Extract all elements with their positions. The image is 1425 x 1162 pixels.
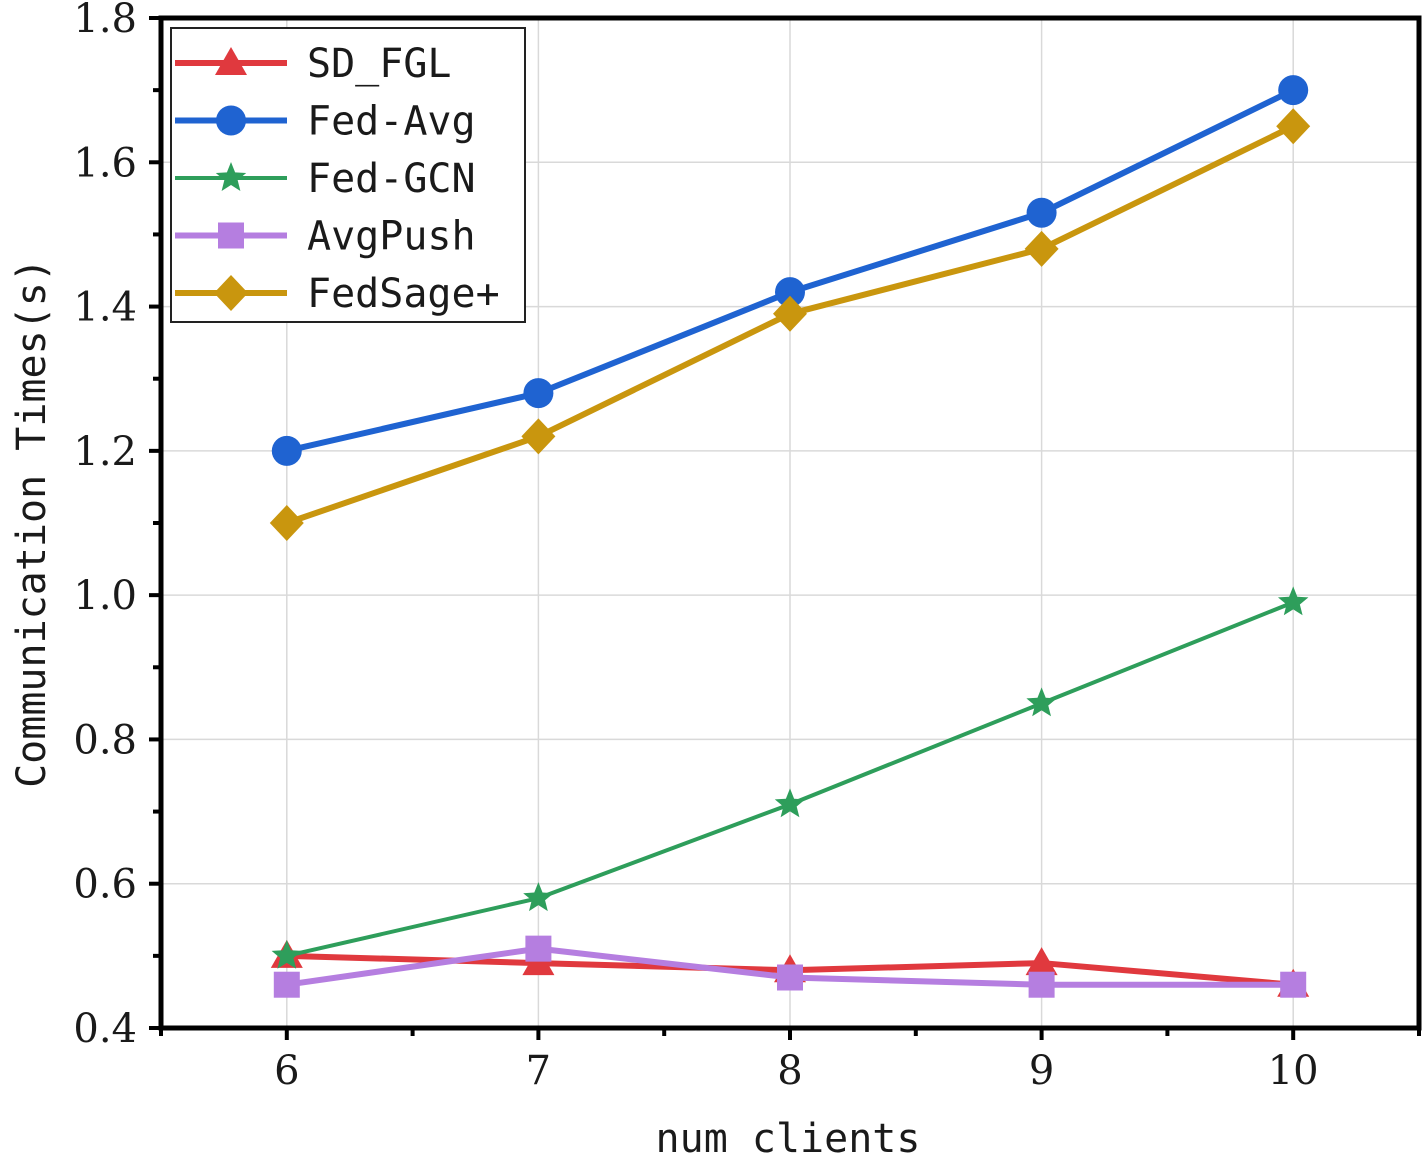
series-avgpush xyxy=(273,935,1307,998)
legend-label-avgpush: AvgPush xyxy=(307,214,476,260)
data-point-avgpush xyxy=(777,964,803,991)
data-point-fed-gcn xyxy=(1026,687,1057,717)
data-point-sd-fgl xyxy=(1025,947,1058,976)
data-point-fedsage- xyxy=(1276,108,1311,145)
data-point-fed-avg xyxy=(1026,197,1057,228)
series-fed-avg xyxy=(271,75,1309,466)
legend-marker-fed-gcn xyxy=(215,162,247,191)
data-point-avgpush xyxy=(273,971,300,998)
data-point-avgpush xyxy=(525,935,552,962)
legend-label-fedsage-: FedSage+ xyxy=(307,271,500,317)
data-point-fed-gcn xyxy=(523,882,554,912)
y-tick-label: 1.0 xyxy=(73,573,137,619)
y-tick-label: 0.4 xyxy=(73,1006,137,1052)
legend-marker-avgpush xyxy=(218,222,244,249)
x-axis-title: num clients xyxy=(656,1116,921,1162)
legend-label-fed-avg: Fed-Avg xyxy=(307,99,476,145)
x-tick-label: 8 xyxy=(777,1048,802,1094)
legend-item-fed-gcn: Fed-GCN xyxy=(175,156,476,202)
x-tick-label: 9 xyxy=(1029,1048,1054,1094)
legend-item-sd-fgl: SD_FGL xyxy=(175,41,452,87)
data-point-avgpush xyxy=(1280,971,1307,998)
series-layer xyxy=(269,75,1311,998)
legend-item-avgpush: AvgPush xyxy=(175,214,476,260)
series-fed-gcn xyxy=(271,586,1309,969)
x-tick-label: 6 xyxy=(274,1048,299,1094)
axis-layer: 0.4 0.6 0.8 1.0 1.2 1.4 1.6 1.8 6 7 8 9 10 xyxy=(73,0,1421,1094)
data-point-fed-avg xyxy=(523,378,554,409)
data-point-fed-gcn xyxy=(1277,586,1309,616)
legend-marker-sd-fgl xyxy=(215,47,247,75)
data-point-fed-avg xyxy=(775,277,805,308)
legend-label-sd-fgl: SD_FGL xyxy=(307,41,452,87)
data-point-fedsage- xyxy=(1024,230,1059,267)
data-point-fedsage- xyxy=(521,418,556,455)
legend-item-fedsage-: FedSage+ xyxy=(175,271,500,317)
y-tick-label: 0.8 xyxy=(73,717,137,763)
data-point-fed-gcn xyxy=(774,788,806,818)
y-tick-label: 1.6 xyxy=(73,140,137,186)
data-point-fedsage- xyxy=(269,505,304,541)
data-point-avgpush xyxy=(1028,971,1055,998)
data-point-fed-gcn xyxy=(271,939,303,969)
y-axis-title: Communication Times(s) xyxy=(9,258,55,788)
legend: SD_FGL Fed-Avg Fed-GCN AvgPush FedSage+ xyxy=(170,27,526,323)
data-point-fedsage- xyxy=(773,295,807,332)
legend-item-fed-avg: Fed-Avg xyxy=(175,99,476,145)
series-fedsage- xyxy=(269,108,1311,541)
y-tick-label: 0.6 xyxy=(73,862,137,908)
data-point-fed-avg xyxy=(271,435,302,466)
legend-marker-fedsage- xyxy=(214,275,248,311)
legend-marker-fed-avg xyxy=(216,105,246,136)
y-tick-label: 1.8 xyxy=(73,0,137,42)
y-tick-label: 1.4 xyxy=(73,285,137,331)
data-point-fed-avg xyxy=(1278,75,1309,106)
x-tick-label: 10 xyxy=(1268,1048,1319,1094)
y-tick-label: 1.2 xyxy=(73,429,137,475)
legend-label-fed-gcn: Fed-GCN xyxy=(307,156,476,202)
x-tick-label: 7 xyxy=(526,1048,551,1094)
